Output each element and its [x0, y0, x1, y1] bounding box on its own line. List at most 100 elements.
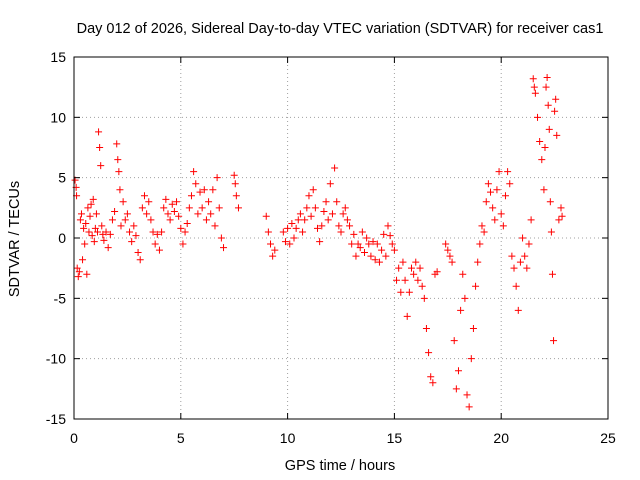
data-point-marker	[198, 204, 206, 212]
data-point-marker	[187, 192, 195, 200]
data-point-marker	[104, 244, 112, 252]
data-point-marker	[348, 240, 356, 248]
data-point-marker	[296, 210, 304, 218]
data-point-marker	[145, 198, 153, 206]
data-point-marker	[303, 204, 311, 212]
data-point-marker	[143, 210, 151, 218]
data-point-marker	[328, 210, 336, 218]
data-point-marker	[160, 204, 168, 212]
data-point-marker	[457, 306, 465, 314]
data-point-marker	[231, 180, 239, 188]
data-point-marker	[207, 210, 215, 218]
data-point-marker	[544, 101, 552, 109]
data-point-marker	[113, 140, 121, 148]
data-point-marker	[476, 240, 484, 248]
data-point-marker	[147, 216, 155, 224]
data-point-marker	[474, 258, 482, 266]
data-point-marker	[90, 238, 98, 246]
data-point-marker	[519, 234, 527, 242]
data-point-marker	[446, 252, 454, 260]
data-point-marker	[499, 222, 507, 230]
data-point-marker	[399, 258, 407, 266]
data-point-marker	[130, 222, 138, 230]
data-point-marker	[525, 240, 533, 248]
data-point-marker	[551, 107, 559, 115]
data-point-marker	[508, 252, 516, 260]
data-point-marker	[506, 180, 514, 188]
data-point-marker	[314, 224, 322, 232]
data-point-marker	[119, 198, 127, 206]
data-point-marker	[96, 144, 104, 151]
x-tick-label: 10	[280, 430, 296, 446]
x-tick-label: 20	[493, 430, 509, 446]
data-point-marker	[493, 186, 501, 194]
data-point-marker	[301, 216, 309, 224]
data-point-marker	[540, 186, 548, 194]
data-point-marker	[75, 268, 83, 276]
data-point-marker	[153, 230, 161, 238]
data-point-marker	[279, 228, 287, 236]
data-point-marker	[403, 312, 411, 320]
data-point-marker	[85, 228, 93, 236]
data-point-marker	[320, 207, 328, 215]
data-point-marker	[461, 294, 469, 302]
data-point-marker	[123, 210, 131, 218]
chart-title: Day 012 of 2026, Sidereal Day-to-day VTE…	[77, 21, 604, 37]
data-point-marker	[422, 325, 430, 332]
data-point-marker	[427, 373, 435, 381]
data-point-marker	[363, 234, 371, 242]
data-point-marker	[281, 238, 289, 246]
x-axis-label: GPS time / hours	[285, 458, 395, 474]
data-point-marker	[140, 192, 148, 200]
data-point-marker	[217, 234, 225, 242]
data-point-marker	[190, 168, 198, 176]
data-point-marker	[331, 164, 339, 172]
data-point-marker	[73, 264, 81, 272]
data-point-marker	[286, 240, 294, 248]
data-point-marker	[418, 282, 426, 290]
data-point-marker	[215, 204, 223, 212]
data-point-marker	[74, 273, 82, 281]
data-point-marker	[531, 89, 539, 97]
data-point-marker	[294, 216, 302, 224]
data-point-marker	[397, 288, 405, 296]
data-point-marker	[271, 246, 279, 254]
data-point-marker	[92, 210, 100, 218]
data-point-marker	[267, 240, 275, 248]
data-point-marker	[288, 220, 296, 228]
data-point-marker	[558, 212, 566, 220]
data-point-marker	[467, 355, 475, 363]
data-point-marker	[541, 144, 549, 151]
data-point-marker	[555, 216, 563, 224]
data-point-marker	[534, 113, 542, 121]
data-point-marker	[401, 276, 409, 284]
data-point-marker	[487, 188, 495, 196]
data-point-marker	[450, 337, 458, 345]
data-point-marker	[395, 264, 403, 272]
data-point-marker	[333, 198, 341, 206]
data-point-marker	[173, 198, 181, 206]
data-point-marker	[360, 248, 368, 256]
data-point-marker	[264, 228, 272, 236]
data-point-marker	[305, 192, 313, 200]
data-point-marker	[388, 240, 396, 248]
data-point-marker	[116, 186, 124, 194]
data-point-marker	[386, 232, 394, 240]
data-point-marker	[262, 212, 270, 220]
data-point-marker	[117, 222, 125, 230]
data-point-marker	[185, 204, 193, 212]
data-point-marker	[393, 276, 401, 284]
data-point-marker	[179, 240, 187, 248]
data-point-marker	[341, 204, 349, 212]
data-point-marker	[433, 268, 441, 276]
data-point-marker	[82, 220, 90, 228]
data-point-marker	[512, 282, 520, 290]
data-point-marker	[529, 75, 537, 83]
data-point-marker	[530, 83, 538, 91]
data-point-marker	[405, 288, 413, 296]
data-point-marker	[557, 204, 565, 212]
data-point-marker	[546, 198, 554, 206]
data-point-marker	[350, 230, 358, 238]
data-point-marker	[548, 270, 556, 278]
